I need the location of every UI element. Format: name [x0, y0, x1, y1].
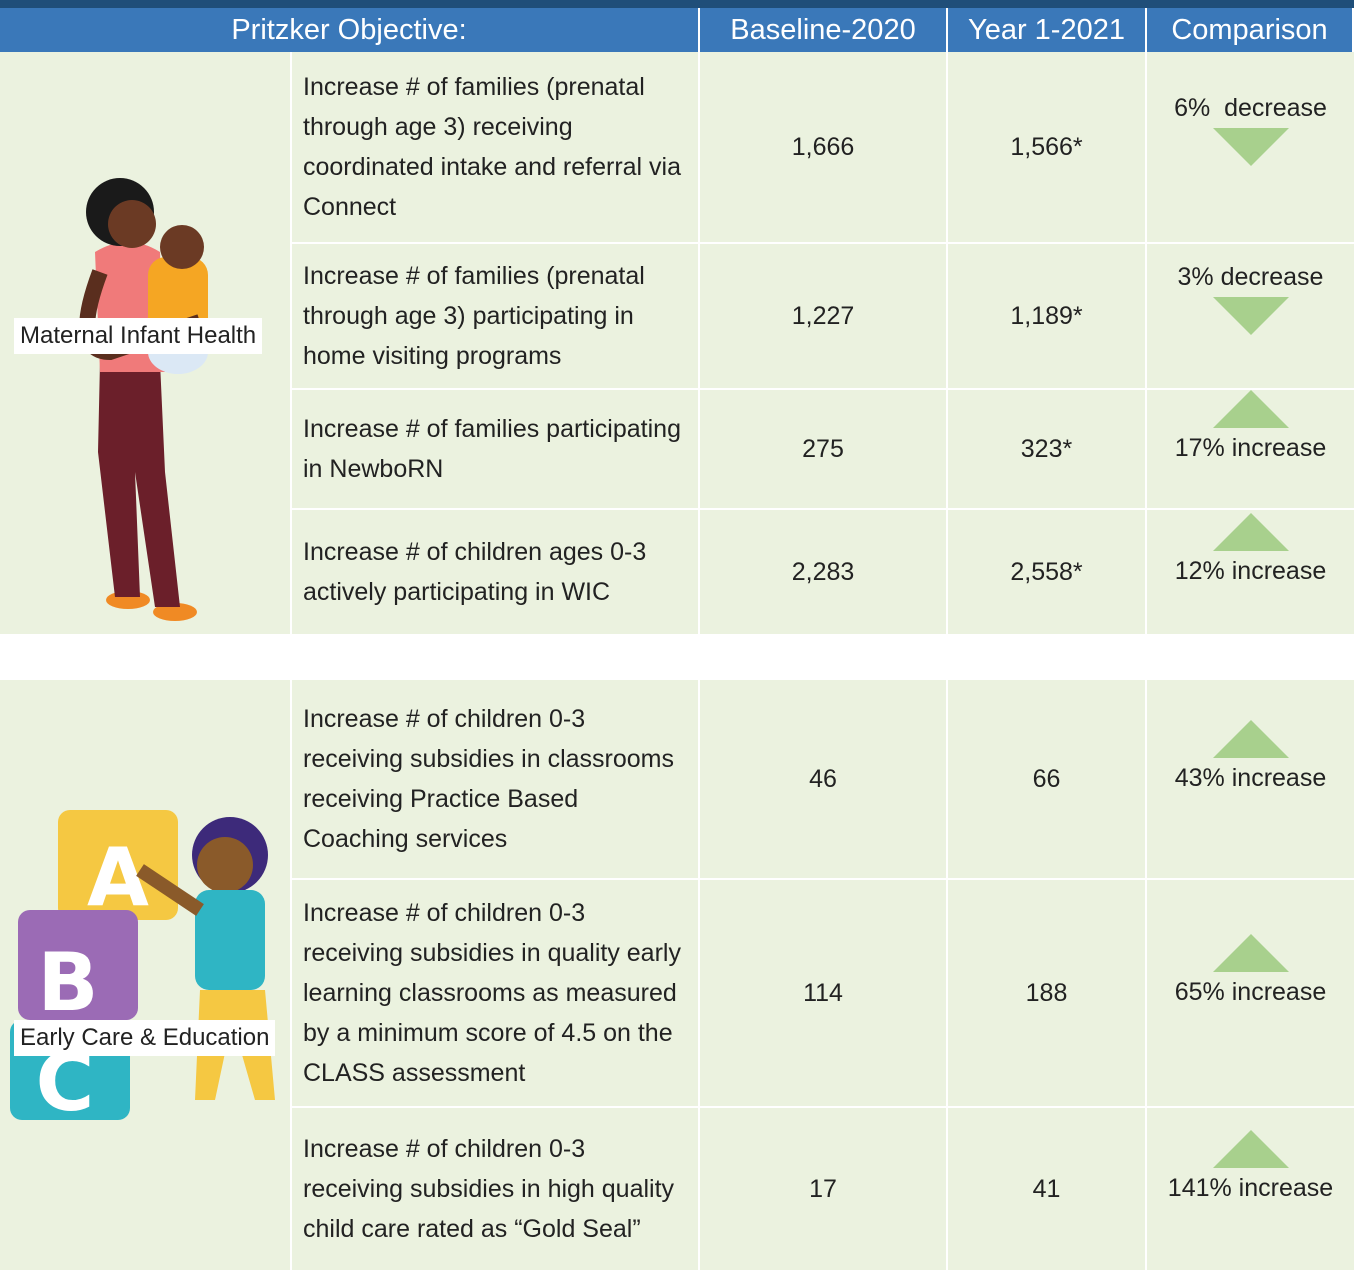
comparison-cell: 141% increase — [1147, 1108, 1354, 1272]
year1-cell: 188 — [948, 880, 1147, 1108]
comparison-text: 43% increase — [1174, 764, 1327, 792]
objective-cell: Increase # of families (prenatal through… — [292, 244, 700, 390]
objective-cell: Increase # of children ages 0-3 actively… — [292, 510, 700, 636]
baseline-cell: 2,283 — [700, 510, 948, 636]
comparison-text: 65% increase — [1174, 978, 1327, 1006]
header-cell: Pritzker Objective: — [0, 8, 700, 52]
comparison-text: 12% increase — [1174, 557, 1327, 585]
comparison-cell: 17% increase — [1147, 390, 1354, 510]
objective-cell: Increase # of children 0-3 receiving sub… — [292, 880, 700, 1108]
comparison-cell: 6% decrease — [1147, 52, 1354, 244]
comparison-cell: 65% increase — [1147, 880, 1354, 1108]
comparison-text: 3% decrease — [1177, 263, 1324, 291]
baseline-cell: 1,227 — [700, 244, 948, 390]
header-cell: Year 1-2021 — [948, 8, 1147, 52]
baseline-cell: 275 — [700, 390, 948, 510]
year1-cell: 2,558* — [948, 510, 1147, 636]
comparison-cell: 3% decrease — [1147, 244, 1354, 390]
comparison-text: 17% increase — [1174, 434, 1327, 462]
objective-cell: Increase # of families (prenatal through… — [292, 52, 700, 244]
trend-arrow — [1212, 390, 1289, 428]
year1-cell: 41 — [948, 1108, 1147, 1272]
year1-cell: 66 — [948, 680, 1147, 880]
section-label: Early Care & Education — [14, 1020, 276, 1056]
comparison-text: 6% decrease — [1174, 94, 1327, 122]
top-rule — [0, 0, 1354, 8]
trend-arrow — [1212, 513, 1289, 551]
trend-arrow — [1212, 720, 1289, 758]
svg-text:B: B — [38, 936, 99, 1029]
trend-arrow — [1212, 297, 1289, 335]
year1-cell: 1,566* — [948, 52, 1147, 244]
comparison-cell: 43% increase — [1147, 680, 1354, 880]
year1-cell: 1,189* — [948, 244, 1147, 390]
comparison-text: 141% increase — [1167, 1174, 1334, 1202]
trend-arrow — [1212, 934, 1289, 972]
year1-cell: 323* — [948, 390, 1147, 510]
trend-arrow — [1212, 128, 1289, 166]
objective-cell: Increase # of children 0-3 receiving sub… — [292, 1108, 700, 1272]
baseline-cell: 46 — [700, 680, 948, 880]
comparison-cell: 12% increase — [1147, 510, 1354, 636]
section-label: Maternal Infant Health — [14, 318, 263, 354]
objective-cell: Increase # of children 0-3 receiving sub… — [292, 680, 700, 880]
header-cell: Baseline-2020 — [700, 8, 948, 52]
header-cell: Comparison — [1147, 8, 1354, 52]
objective-cell: Increase # of families participating in … — [292, 390, 700, 510]
baseline-cell: 1,666 — [700, 52, 948, 244]
illustration: A B C — [10, 810, 275, 1129]
trend-arrow — [1212, 1130, 1289, 1168]
baseline-cell: 114 — [700, 880, 948, 1108]
baseline-cell: 17 — [700, 1108, 948, 1272]
